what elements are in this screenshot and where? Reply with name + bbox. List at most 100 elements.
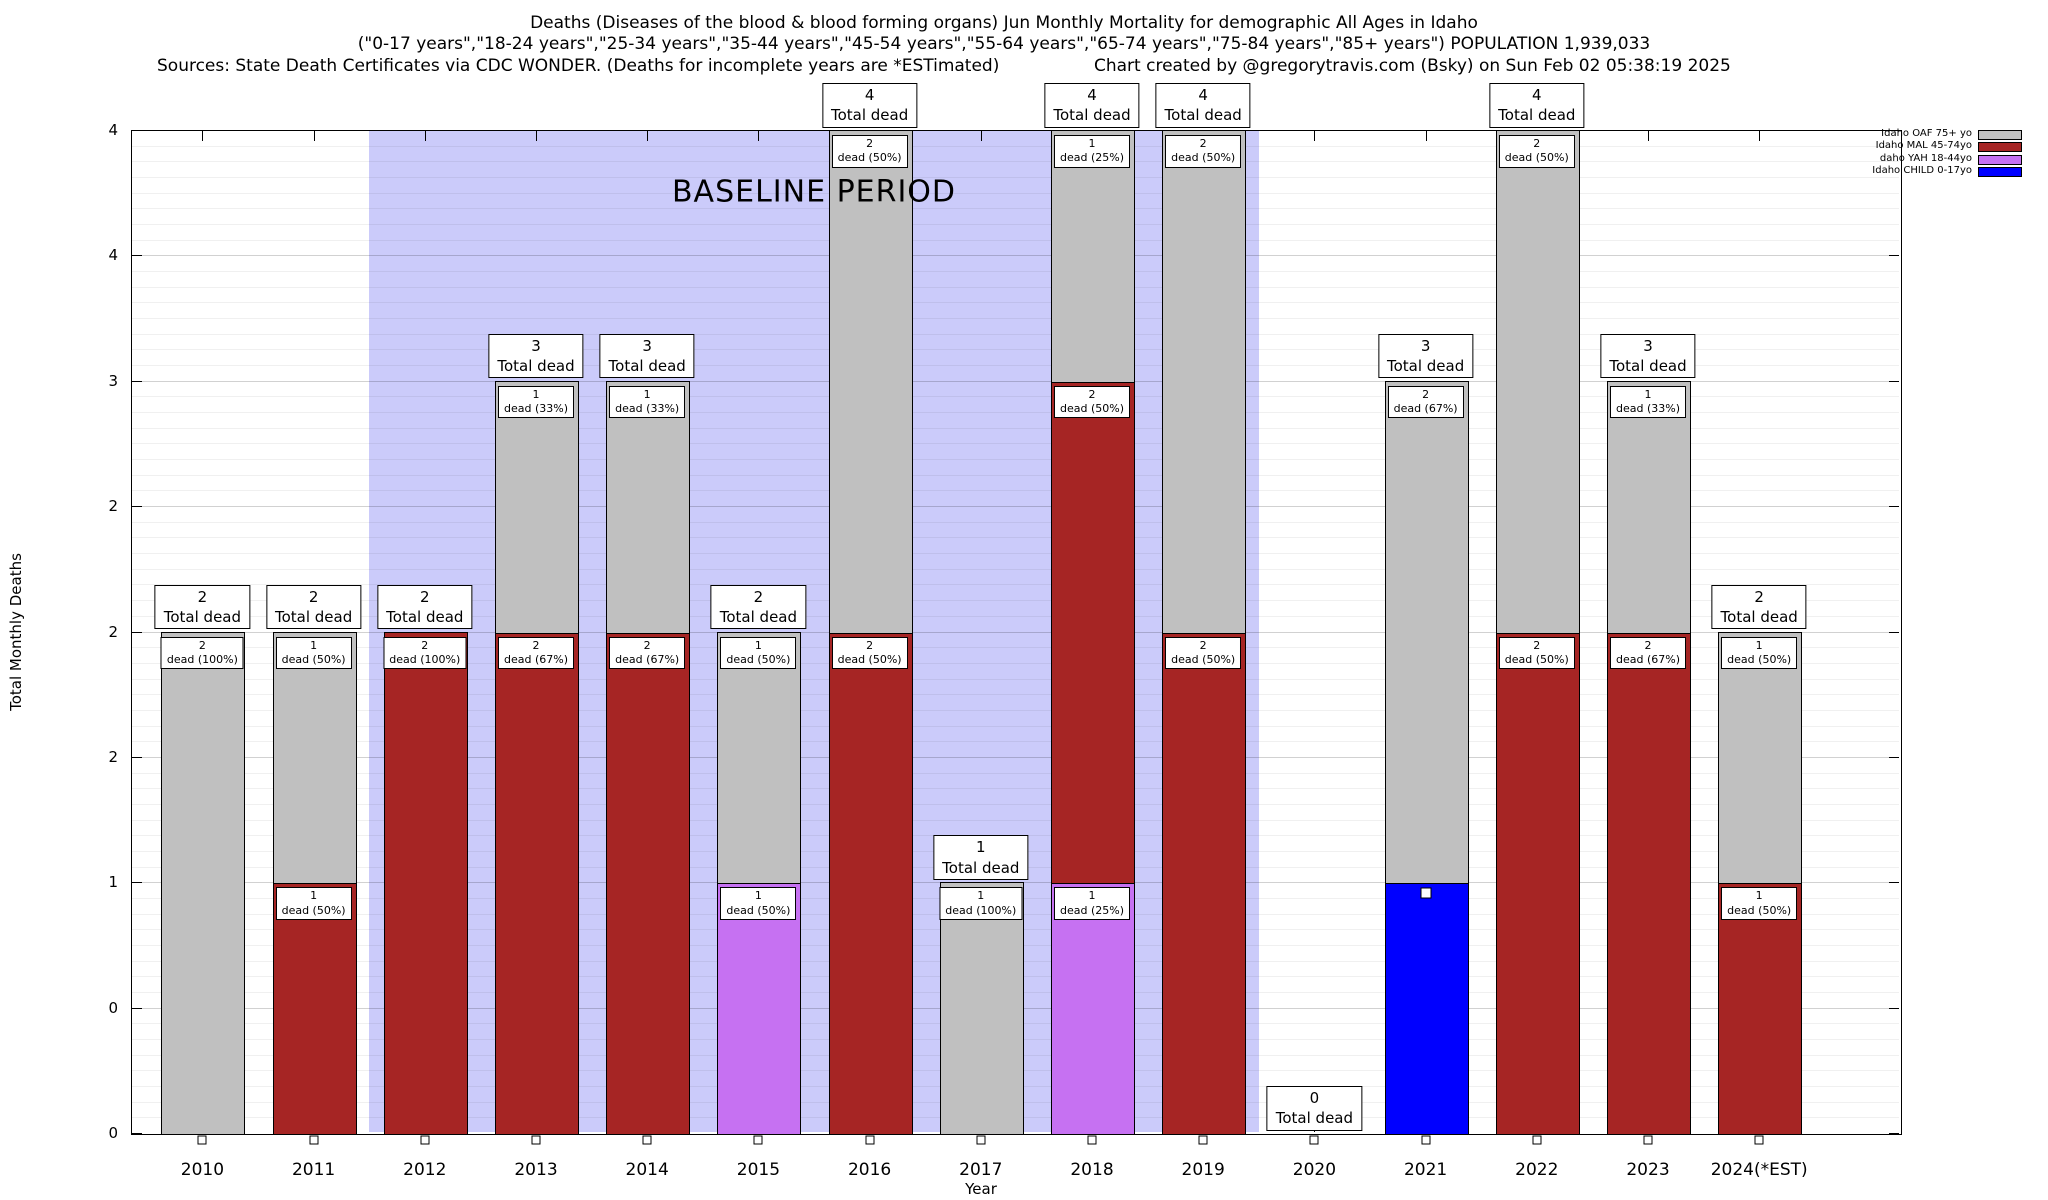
gridline-minor: [132, 271, 1899, 273]
total-dead-box: 2 Total dead: [265, 584, 362, 629]
x-category-label: 2017: [959, 1160, 1003, 1180]
gridline-minor: [132, 772, 1899, 774]
segment-death-label: 2 dead (50%): [1498, 636, 1575, 670]
gridline-minor: [132, 725, 1899, 727]
legend-label: daho YAH 18-44yo: [1879, 152, 1972, 164]
segment-death-label: 2 dead (100%): [383, 636, 467, 670]
segment-death-label: 1 dead (100%): [939, 887, 1023, 920]
bar-segment-oaf: [717, 631, 802, 885]
gridline-minor: [132, 537, 1899, 539]
x-tick-top: [980, 131, 982, 141]
x-tick-top: [202, 131, 204, 141]
zero-marker: [1309, 1135, 1319, 1145]
y-tick-right: [1889, 506, 1899, 508]
chart-title-line2: ("0-17 years","18-24 years","25-34 years…: [357, 34, 1651, 54]
segment-death-label: 2 dead (50%): [831, 636, 908, 670]
bar-segment-mal: [828, 631, 913, 1135]
y-tick-right: [1889, 1007, 1899, 1009]
gridline-minor: [132, 443, 1899, 445]
x-tick-top: [313, 131, 315, 141]
gridline-minor: [132, 145, 1899, 147]
total-dead-box: 3 Total dead: [1377, 333, 1474, 379]
zero-marker: [1754, 1135, 1764, 1145]
gridline-major: [132, 756, 1899, 758]
legend-swatch-yah: [1978, 154, 2022, 165]
y-tick-label: 2: [108, 747, 118, 766]
bar-segment-oaf: [495, 380, 579, 634]
y-tick-label: 2: [108, 497, 118, 516]
gridline-minor: [132, 161, 1899, 163]
legend-swatch-child: [1978, 167, 2022, 178]
x-category-label: 2022: [1515, 1160, 1559, 1180]
x-tick-top: [647, 131, 649, 141]
gridline-minor: [132, 568, 1899, 570]
segment-death-label: 1 dead (50%): [1721, 887, 1798, 920]
x-axis-title: Year: [965, 1180, 997, 1198]
total-dead-box: 4 Total dead: [821, 83, 918, 128]
y-tick-label: 0: [108, 998, 118, 1017]
segment-death-label: 2 dead (50%): [1165, 135, 1242, 168]
gridline-minor: [132, 396, 1899, 398]
bar-segment-mal: [272, 882, 357, 1135]
x-category-label: 2016: [847, 1160, 892, 1180]
bar-segment-oaf: [1607, 380, 1691, 634]
gridline-major: [132, 506, 1899, 508]
y-tick-label: 2: [108, 622, 118, 641]
bar-segment-mal: [606, 631, 691, 1135]
gridline-minor: [132, 741, 1899, 743]
segment-death-label: 1 dead (33%): [609, 385, 686, 419]
y-tick-label: 3: [108, 371, 118, 390]
gridline-minor: [132, 553, 1899, 555]
x-category-label: 2013: [514, 1160, 558, 1180]
segment-marker: [1420, 887, 1432, 899]
baseline-period-label: BASELINE PERIOD: [671, 174, 957, 210]
total-dead-box: 3 Total dead: [488, 333, 584, 379]
x-tick-top: [1759, 131, 1761, 141]
x-category-label: 2024(*EST): [1710, 1160, 1808, 1180]
y-tick-label: 1: [108, 873, 118, 892]
gridline-minor: [132, 694, 1899, 696]
y-tick-left: [132, 631, 142, 633]
total-dead-box: 1 Total dead: [933, 835, 1029, 880]
bar-segment-oaf: [272, 631, 357, 885]
legend-swatch-mal: [1978, 142, 2022, 153]
y-tick-left: [132, 756, 142, 758]
segment-death-label: 1 dead (33%): [1609, 385, 1687, 419]
bar-segment-mal: [383, 631, 468, 1135]
segment-death-label: 1 dead (50%): [1721, 636, 1798, 670]
y-tick-label: 0: [108, 1124, 118, 1142]
y-tick-left: [132, 506, 142, 508]
bar-segment-mal: [1051, 380, 1135, 885]
segment-death-label: 1 dead (50%): [275, 887, 352, 920]
gridline-minor: [132, 302, 1899, 304]
bar-segment-oaf: [1718, 631, 1803, 885]
total-dead-box: 4 Total dead: [1155, 83, 1251, 128]
y-tick-right: [1889, 1133, 1899, 1134]
segment-death-label: 2 dead (50%): [1165, 636, 1242, 670]
chart-source-note: Sources: State Death Certificates via CD…: [157, 56, 1000, 76]
y-tick-left: [132, 882, 142, 884]
gridline-minor: [132, 662, 1899, 664]
total-dead-box: 0 Total dead: [1266, 1086, 1363, 1131]
y-tick-right: [1889, 756, 1899, 758]
bar-segment-oaf: [1384, 380, 1469, 885]
x-tick-top: [536, 131, 537, 141]
bar-segment-mal: [1162, 631, 1247, 1135]
y-tick-left: [132, 255, 142, 257]
x-tick-top: [1314, 131, 1316, 141]
gridline-minor: [132, 318, 1899, 320]
zero-marker: [420, 1135, 430, 1145]
chart-credit-note: Chart created by @gregorytravis.com (Bsk…: [1094, 56, 1731, 76]
y-tick-right: [1889, 380, 1899, 382]
total-dead-box: 2 Total dead: [1711, 584, 1807, 629]
bar-segment-mal: [495, 631, 579, 1135]
segment-death-label: 1 dead (25%): [1053, 135, 1131, 168]
x-category-label: 2012: [403, 1160, 447, 1180]
x-tick-top: [424, 131, 426, 141]
gridline-minor: [132, 177, 1899, 179]
gridline-minor: [132, 615, 1899, 617]
zero-marker: [1421, 1135, 1431, 1145]
gridline-minor: [132, 239, 1899, 241]
gridline-minor: [132, 678, 1899, 680]
